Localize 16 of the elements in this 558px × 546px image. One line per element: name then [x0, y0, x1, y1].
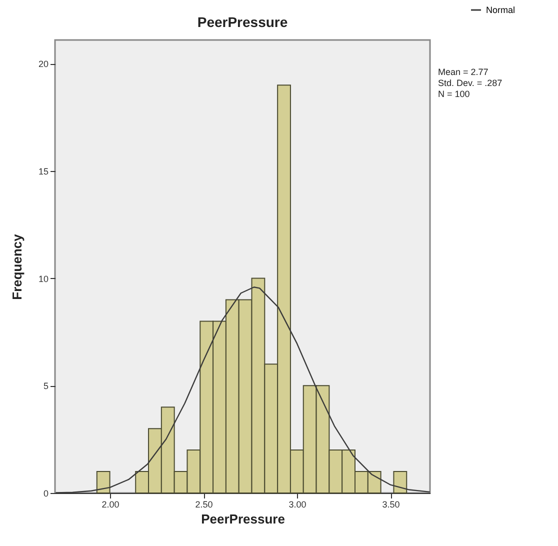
- text: Mean = 2.77: [438, 67, 488, 77]
- y-tick-label: 15: [38, 166, 48, 176]
- y-tick-label: 5: [43, 381, 48, 392]
- y-tick-label: 0: [43, 488, 48, 498]
- y-axis-title: Frequency: [9, 233, 24, 300]
- text: N = 100: [438, 89, 470, 99]
- text: Std. Dev. = .287: [438, 78, 502, 88]
- chart-title: PeerPressure: [197, 14, 288, 30]
- x-tick-label: 2.50: [195, 500, 213, 510]
- x-tick-label: 3.50: [382, 500, 400, 510]
- x-axis-title: PeerPressure: [201, 512, 285, 526]
- x-tick-label: 2.00: [102, 500, 120, 510]
- x-tick-label: 3.00: [288, 500, 306, 510]
- y-tick-label: 20: [38, 59, 48, 70]
- legend-label: Normal: [486, 5, 516, 15]
- y-tick-label: 10: [38, 274, 48, 284]
